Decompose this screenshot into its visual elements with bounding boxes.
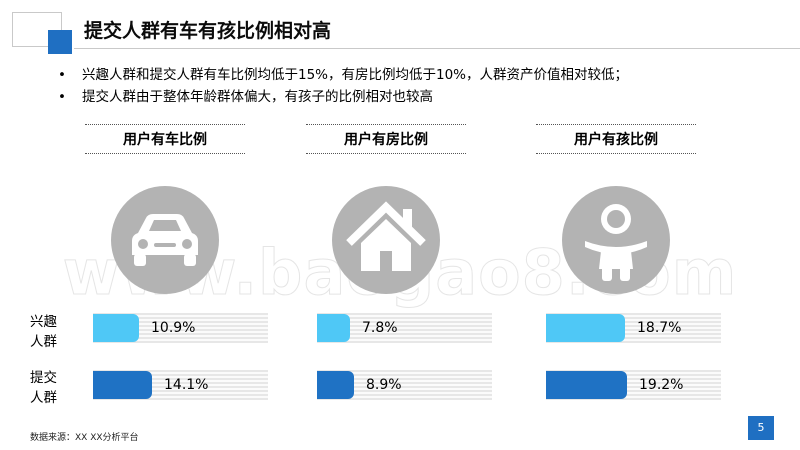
header-dotted-line — [85, 124, 245, 125]
data-label: 10.9% — [151, 320, 196, 336]
row-label-interest: 兴趣 人群 — [30, 312, 74, 352]
house-icon — [331, 185, 441, 299]
row-label-line: 兴趣 — [30, 314, 57, 330]
column-title: 用户有孩比例 — [574, 132, 658, 148]
column-title: 用户有车比例 — [123, 132, 207, 148]
column-title: 用户有房比例 — [344, 132, 428, 148]
page-number: 5 — [748, 416, 774, 440]
title-accent-square — [48, 30, 72, 54]
row-label-line: 人群 — [30, 390, 57, 406]
data-label: 8.9% — [366, 377, 402, 393]
bar-interest — [317, 314, 350, 342]
data-label: 14.1% — [164, 377, 209, 393]
header-dotted-line — [306, 124, 466, 125]
page-title: 提交人群有车有孩比例相对高 — [84, 20, 332, 42]
bar-submit — [93, 371, 152, 399]
summary-bullets: 兴趣人群和提交人群有车比例均低于15%，有房比例均低于10%，人群资产价值相对较… — [58, 64, 628, 108]
baby-icon — [561, 185, 671, 299]
row-label-submit: 提交 人群 — [30, 368, 74, 408]
bar-interest — [546, 314, 625, 342]
header-dotted-line — [306, 153, 466, 154]
data-label: 7.8% — [362, 320, 398, 336]
row-label-line: 人群 — [30, 334, 57, 350]
bar-interest — [93, 314, 139, 342]
bar-submit — [546, 371, 627, 399]
row-label-line: 提交 — [30, 370, 57, 386]
header-dotted-line — [536, 124, 696, 125]
data-source: 数据来源：XX XX分析平台 — [30, 433, 139, 443]
car-icon — [110, 185, 220, 299]
title-divider — [74, 48, 800, 49]
data-label: 19.2% — [639, 377, 684, 393]
header-dotted-line — [536, 153, 696, 154]
data-label: 18.7% — [637, 320, 682, 336]
header-dotted-line — [85, 153, 245, 154]
bar-submit — [317, 371, 354, 399]
bullet-item: 提交人群由于整体年龄群体偏大，有孩子的比例相对也较高 — [58, 86, 628, 108]
title-decoration — [12, 12, 62, 47]
bullet-item: 兴趣人群和提交人群有车比例均低于15%，有房比例均低于10%，人群资产价值相对较… — [58, 64, 628, 86]
